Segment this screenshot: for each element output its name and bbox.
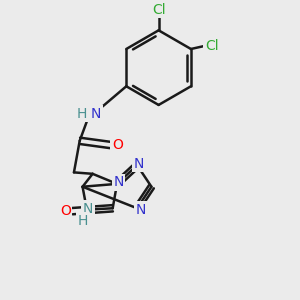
Text: H: H — [76, 106, 87, 121]
Text: Cl: Cl — [152, 3, 165, 17]
Text: Cl: Cl — [205, 38, 218, 52]
Text: O: O — [60, 204, 71, 218]
Text: H: H — [77, 214, 88, 228]
Text: N: N — [113, 176, 124, 189]
Text: O: O — [112, 138, 123, 152]
Text: N: N — [135, 203, 146, 217]
Text: N: N — [133, 157, 144, 171]
Text: N: N — [91, 106, 101, 121]
Text: N: N — [83, 202, 94, 216]
